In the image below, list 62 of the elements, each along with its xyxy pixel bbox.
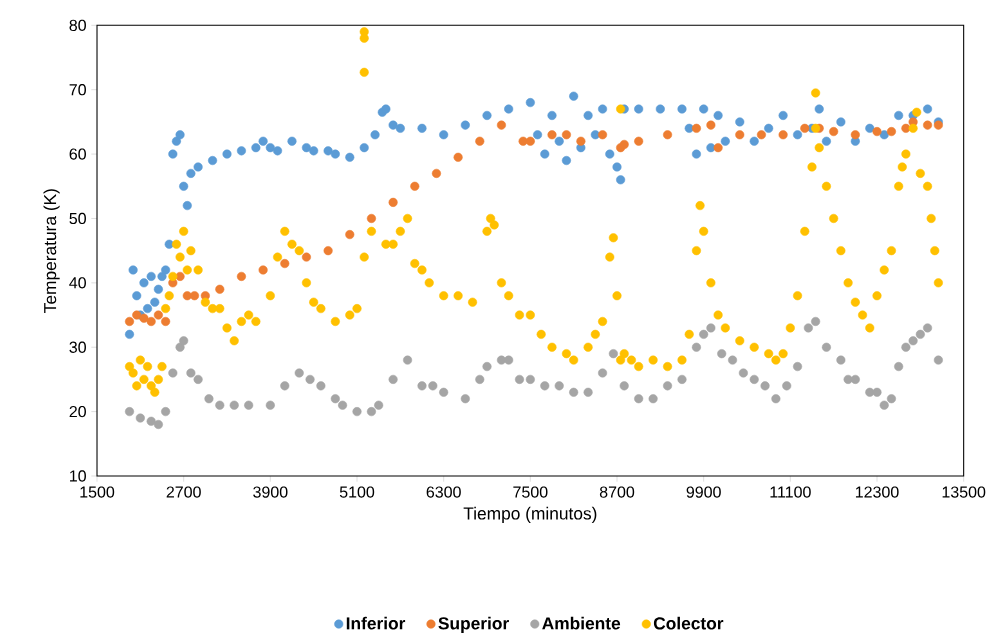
point [215, 284, 225, 294]
y-tick-label: 70 [69, 84, 86, 96]
x-tick-label: 11100 [770, 486, 811, 498]
x-tick-label: 5100 [339, 486, 375, 498]
point [778, 130, 788, 140]
legend-label: Superior [438, 616, 509, 633]
x-tick-label: 9900 [686, 486, 721, 498]
point [301, 252, 311, 262]
x-tick-label: 6300 [426, 486, 461, 498]
point [345, 230, 355, 240]
point [496, 120, 506, 130]
point [153, 310, 163, 320]
point [236, 271, 246, 281]
legend-label: Ambiente [542, 616, 621, 630]
y-axis-title: Temperatura (K) [43, 189, 60, 313]
point [139, 313, 149, 323]
legend-label: Colector [653, 616, 724, 630]
point [475, 136, 485, 146]
point [706, 120, 716, 130]
x-axis-title: Tiempo (minutos) [463, 506, 597, 524]
x-tick-label: 3900 [253, 486, 288, 498]
point [886, 127, 896, 137]
x-tick-label: 13500 [942, 486, 986, 498]
x-tick-label: 1500 [80, 486, 115, 498]
point [280, 259, 290, 269]
point [189, 291, 200, 301]
point [735, 130, 745, 140]
point [518, 136, 528, 146]
point [146, 316, 156, 327]
point [923, 120, 933, 130]
point [366, 213, 376, 224]
y-tick-label: 60 [69, 148, 86, 160]
y-tick-label: 20 [69, 405, 86, 418]
point [388, 197, 398, 207]
point [525, 136, 535, 146]
y-tick-label: 30 [69, 341, 86, 353]
x-tick-label: 12300 [855, 486, 899, 498]
y-tick-label: 10 [70, 470, 86, 482]
point [634, 136, 644, 146]
point [258, 265, 268, 275]
point [161, 316, 171, 327]
y-tick-label: 40 [69, 277, 86, 289]
legend-label: Inferior [346, 616, 406, 630]
x-tick-label: 7500 [513, 486, 548, 498]
point [453, 152, 463, 162]
y-tick-label: 80 [69, 19, 86, 31]
x-tick-label: 8700 [599, 486, 635, 498]
point [619, 139, 629, 149]
point [829, 127, 839, 137]
point [323, 246, 333, 256]
point [561, 130, 571, 140]
point [756, 130, 766, 140]
point [547, 130, 557, 140]
y-tick-label: 50 [69, 212, 86, 225]
point [431, 168, 441, 178]
point [410, 181, 420, 191]
point [800, 123, 810, 133]
point [124, 316, 135, 327]
point [598, 130, 608, 140]
x-tick-label: 2700 [166, 486, 201, 498]
point [663, 130, 673, 140]
point [872, 127, 882, 137]
